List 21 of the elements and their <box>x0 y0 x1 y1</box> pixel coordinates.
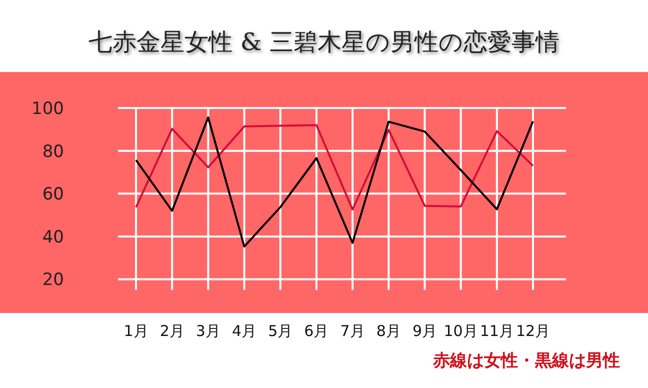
x-tick-label: 3月 <box>196 322 220 340</box>
text: 赤線は女性・黒線は男性 <box>432 351 620 371</box>
y-tick-label: 60 <box>42 184 64 205</box>
y-tick-label: 80 <box>42 142 64 162</box>
x-tick-label: 8月 <box>376 322 401 340</box>
x-tick-label: 12月 <box>516 322 550 340</box>
x-tick-label: 1月 <box>124 322 148 340</box>
x-tick-label: 2月 <box>160 322 184 340</box>
line-series <box>135 116 534 248</box>
x-tick-label: 4月 <box>232 322 257 340</box>
x-tick-label: 5月 <box>268 322 293 340</box>
x-tick-label: 6月 <box>304 322 329 340</box>
y-tick-label: 100 <box>32 98 64 119</box>
y-tick-label: 40 <box>42 227 64 248</box>
line-series <box>135 124 534 210</box>
x-tick-label: 9月 <box>412 322 437 340</box>
x-tick-label: 7月 <box>340 322 365 340</box>
y-tick-label: 20 <box>42 270 64 290</box>
x-tick-label: 11月 <box>480 322 514 340</box>
x-tick-label: 10月 <box>444 322 478 340</box>
chart-title: 七赤金星女性 & 三碧木星の男性の恋愛事情 <box>88 28 560 56</box>
